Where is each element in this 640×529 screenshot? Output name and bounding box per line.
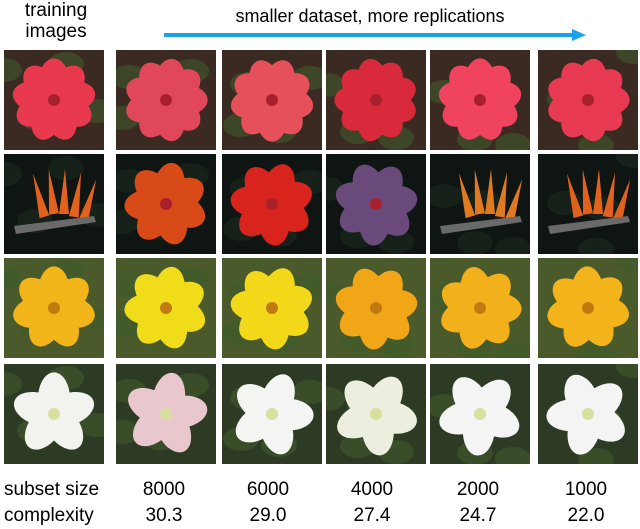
subset-size-value: 2000 <box>456 479 500 500</box>
flower-image-bird-of-paradise <box>4 154 104 254</box>
flower-image-yellow-poppy <box>326 258 426 358</box>
training-label-line2: images <box>25 21 87 42</box>
flower-image-yellow-poppy <box>430 258 530 358</box>
flower-image-bird-of-paradise <box>538 154 638 254</box>
flower-image-rose <box>538 50 638 150</box>
arrow-right-icon <box>164 29 586 41</box>
flower-image-white-petunia <box>326 364 426 464</box>
flower-image-yellow-poppy <box>4 258 104 358</box>
subset-size-label: subset size <box>4 479 100 500</box>
flower-image-rose <box>116 50 216 150</box>
subset-size-value: 4000 <box>350 479 394 500</box>
complexity-value: 30.3 <box>145 505 183 526</box>
flower-image-yellow-poppy <box>538 258 638 358</box>
complexity-label: complexity <box>4 505 94 526</box>
flower-image-rose <box>430 50 530 150</box>
flower-image-bird-of-paradise <box>430 154 530 254</box>
flower-image-white-petunia <box>116 364 216 464</box>
complexity-value: 29.0 <box>249 505 287 526</box>
flower-image-rose <box>4 50 104 150</box>
flower-image-rose <box>326 50 426 150</box>
subset-size-value: 1000 <box>564 479 608 500</box>
flower-image-bird-of-paradise <box>116 154 216 254</box>
complexity-value: 22.0 <box>567 505 605 526</box>
flower-image-white-petunia <box>4 364 104 464</box>
flower-image-bird-of-paradise <box>222 154 322 254</box>
complexity-value: 24.7 <box>459 505 497 526</box>
flower-image-rose <box>222 50 322 150</box>
complexity-value: 27.4 <box>353 505 391 526</box>
training-images-label: training images <box>4 0 108 42</box>
flower-image-yellow-poppy <box>222 258 322 358</box>
training-label-line1: training <box>24 0 88 21</box>
flower-image-white-petunia <box>430 364 530 464</box>
header-title: smaller dataset, more replications <box>235 6 505 26</box>
flower-image-white-petunia <box>538 364 638 464</box>
flower-image-grid <box>4 50 638 464</box>
subset-size-value: 6000 <box>246 479 290 500</box>
flower-image-yellow-poppy <box>116 258 216 358</box>
subset-size-value: 8000 <box>142 479 186 500</box>
flower-image-white-petunia <box>222 364 322 464</box>
flower-image-bird-of-paradise <box>326 154 426 254</box>
